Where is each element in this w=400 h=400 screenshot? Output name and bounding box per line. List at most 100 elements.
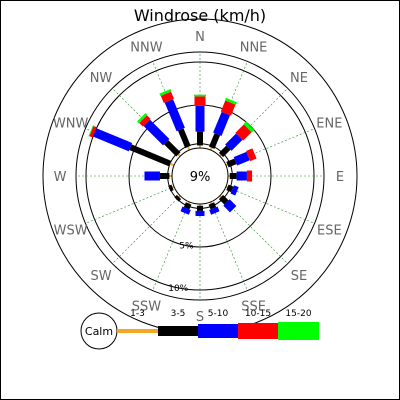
center-label: 9% xyxy=(190,170,211,185)
bar-SSW-3-5 xyxy=(183,202,192,210)
bar-S-3-5 xyxy=(197,205,203,211)
direction-labels: N NNE NE ENE E ESE SE SSE S SSW SW WSW W WNW NW NNW xyxy=(53,30,344,325)
bar-SE-3-5 xyxy=(218,194,229,205)
bar-NW-3-5 xyxy=(164,140,181,157)
bar-N-15-20 xyxy=(194,94,206,97)
bar-E-3-5 xyxy=(229,173,237,179)
bar-SW-1-3 xyxy=(178,195,181,198)
bar-NNW-1-3 xyxy=(187,146,191,151)
bar-stack-SW xyxy=(174,194,182,202)
direction-label-WSW: WSW xyxy=(54,224,88,239)
legend-label-10-15: 10-15 xyxy=(245,309,271,319)
bar-SSW-5-10 xyxy=(180,206,191,215)
bar-NW-5-10 xyxy=(143,119,170,146)
spoke-SSE xyxy=(210,201,248,291)
legend-swatch-1-3 xyxy=(117,329,158,333)
bar-stack-NNE xyxy=(208,97,237,151)
chart-title: Windrose (km/h) xyxy=(133,6,267,25)
bar-N-10-15 xyxy=(194,96,206,106)
bar-W-3-5 xyxy=(159,173,170,179)
ring-labels: 5%10%15% xyxy=(160,242,194,336)
bar-NE-5-10 xyxy=(225,133,243,151)
bar-WNW-5-10 xyxy=(92,128,133,152)
legend-label-3-5: 3-5 xyxy=(171,309,186,319)
bar-stack-N xyxy=(194,94,206,148)
bar-NE-15-20 xyxy=(243,121,255,133)
bar-NW-15-20 xyxy=(137,113,148,124)
direction-label-ESE: ESE xyxy=(317,224,342,239)
bar-stack-S xyxy=(195,204,205,217)
direction-label-ENE: ENE xyxy=(316,116,342,131)
bar-stack-NW xyxy=(137,113,181,157)
bar-NW-10-15 xyxy=(139,115,151,127)
bar-stack-NE xyxy=(218,121,255,158)
bar-NE-10-15 xyxy=(235,124,252,141)
bar-NE-3-5 xyxy=(218,145,231,158)
direction-label-SE: SE xyxy=(291,269,307,284)
direction-label-NW: NW xyxy=(90,71,113,86)
bar-ESE-5-10 xyxy=(230,185,239,196)
bar-NNW-3-5 xyxy=(177,128,191,149)
legend-label-5-10: 5-10 xyxy=(208,309,229,319)
bar-NNW-5-10 xyxy=(164,99,185,132)
bar-WNW-3-5 xyxy=(129,144,172,167)
bar-stack-E xyxy=(228,170,253,182)
bar-NNE-10-15 xyxy=(220,100,236,116)
bar-NE-1-3 xyxy=(219,154,222,157)
direction-label-W: W xyxy=(54,170,67,185)
bar-ENE-5-10 xyxy=(233,151,250,166)
bar-ENE-10-15 xyxy=(246,148,257,162)
direction-label-N: N xyxy=(195,30,205,45)
legend-swatch-5-10 xyxy=(198,324,238,338)
calm-label: Calm xyxy=(85,325,113,338)
bar-stack-NNW xyxy=(159,89,191,151)
direction-label-NE: NE xyxy=(290,71,308,86)
bar-NNE-15-20 xyxy=(224,97,237,105)
direction-label-S: S xyxy=(196,310,204,325)
bar-NNW-10-15 xyxy=(160,91,174,103)
outer-circle xyxy=(75,51,325,301)
legend-swatch-15-20 xyxy=(278,322,319,340)
center-circle xyxy=(171,147,229,205)
bar-WSW-3-5 xyxy=(168,184,174,192)
bar-N-3-5 xyxy=(197,131,203,146)
ring-label-5%: 5% xyxy=(179,242,194,252)
rose-bars xyxy=(88,89,257,217)
ring-label-10%: 10% xyxy=(168,284,188,294)
bar-NNW-15-20 xyxy=(159,89,172,97)
bar-SSE-5-10 xyxy=(209,206,220,215)
bar-stack-SSW xyxy=(180,201,192,215)
direction-label-SSE: SSE xyxy=(241,299,266,314)
direction-label-SW: SW xyxy=(90,269,111,284)
spoke-WSW xyxy=(85,186,175,224)
bar-ESE-3-5 xyxy=(226,184,234,193)
bar-stack-SE xyxy=(218,194,237,213)
bar-WNW-1-3 xyxy=(169,162,175,167)
legend-swatch-3-5 xyxy=(158,326,198,336)
bar-N-5-10 xyxy=(195,105,205,132)
legend: Calm 1-3 3-5 5-10 10-15 15-20 xyxy=(80,309,319,350)
bar-SSE-3-5 xyxy=(208,202,217,210)
bar-S-1-3 xyxy=(199,204,201,206)
legend-label-15-20: 15-20 xyxy=(285,309,311,319)
bar-ENE-3-5 xyxy=(226,158,237,168)
bar-NNE-5-10 xyxy=(213,111,231,136)
bar-stack-ESE xyxy=(225,184,239,196)
direction-label-SSW: SSW xyxy=(132,299,162,314)
bar-stack-ENE xyxy=(225,148,257,168)
bar-W-1-3 xyxy=(169,175,172,177)
bar-SE-5-10 xyxy=(223,199,237,213)
spoke-ESE xyxy=(225,186,315,224)
bar-N-1-3 xyxy=(199,145,201,148)
bar-E-5-10 xyxy=(236,171,247,181)
bar-E-10-15 xyxy=(246,170,253,182)
bar-stack-W xyxy=(144,171,172,181)
legend-label-1-3: 1-3 xyxy=(130,309,145,319)
center-group: 9% xyxy=(171,147,229,205)
spoke-SSW xyxy=(152,201,190,291)
direction-label-WNW: WNW xyxy=(53,116,89,131)
bar-stack-WNW xyxy=(88,125,175,167)
spoke-SW xyxy=(112,195,181,264)
direction-label-E: E xyxy=(336,170,344,185)
